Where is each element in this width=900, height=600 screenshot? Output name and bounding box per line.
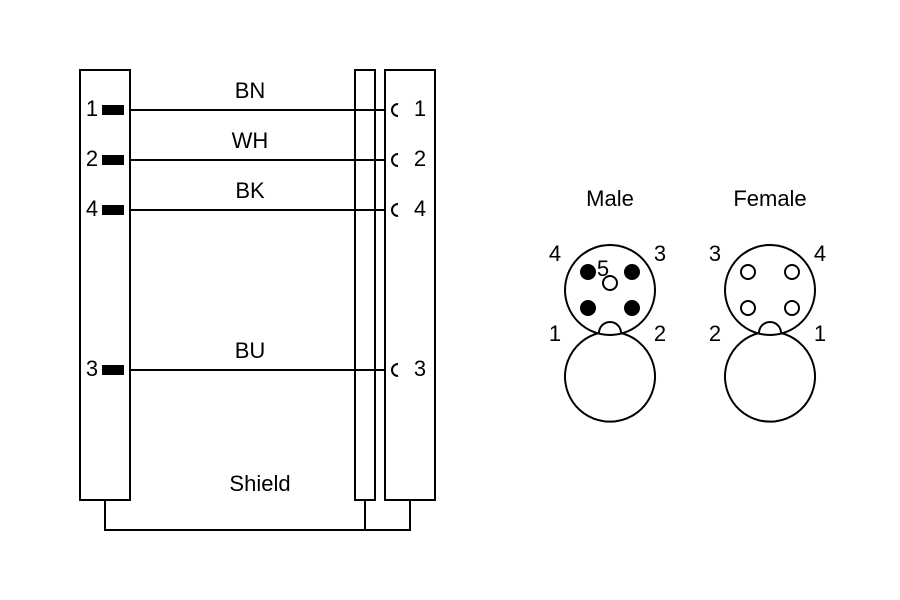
wire-label-BN: BN xyxy=(235,78,266,103)
left-pin-4: 4 xyxy=(86,196,98,221)
pin-label-male-1: 1 xyxy=(549,321,561,346)
left-pin-3: 3 xyxy=(86,356,98,381)
socket xyxy=(392,104,398,116)
pin-label-female-2: 2 xyxy=(709,321,721,346)
socket xyxy=(392,204,398,216)
pin-rect xyxy=(102,365,124,375)
left-pin-1: 1 xyxy=(86,96,98,121)
right-pin-1: 1 xyxy=(414,96,426,121)
pin-label-male-4: 4 xyxy=(549,241,561,266)
shield-label: Shield xyxy=(229,471,290,496)
socket xyxy=(392,364,398,376)
pin-label-female-1: 1 xyxy=(814,321,826,346)
right-pin-3: 3 xyxy=(414,356,426,381)
pin-rect xyxy=(102,155,124,165)
connector-title-female: Female xyxy=(733,186,806,211)
pin-label-female-3: 3 xyxy=(709,241,721,266)
pin-rect xyxy=(102,105,124,115)
pin-label-male-5: 5 xyxy=(597,256,609,281)
left-pin-2: 2 xyxy=(86,146,98,171)
wire-label-BU: BU xyxy=(235,338,266,363)
connector-title-male: Male xyxy=(586,186,634,211)
wire-label-BK: BK xyxy=(235,178,265,203)
pin-rect xyxy=(102,205,124,215)
pin-label-male-2: 2 xyxy=(654,321,666,346)
socket xyxy=(392,154,398,166)
pin-label-male-3: 3 xyxy=(654,241,666,266)
pin-label-female-4: 4 xyxy=(814,241,826,266)
wiring-diagram: BN 1 1 WH 2 2 BK 4 4 BU 3 3 Shield Male 4 3 1 2 5 Female 3 4 2… xyxy=(0,0,900,600)
right-pin-4: 4 xyxy=(414,196,426,221)
right-pin-2: 2 xyxy=(414,146,426,171)
wire-label-WH: WH xyxy=(232,128,269,153)
